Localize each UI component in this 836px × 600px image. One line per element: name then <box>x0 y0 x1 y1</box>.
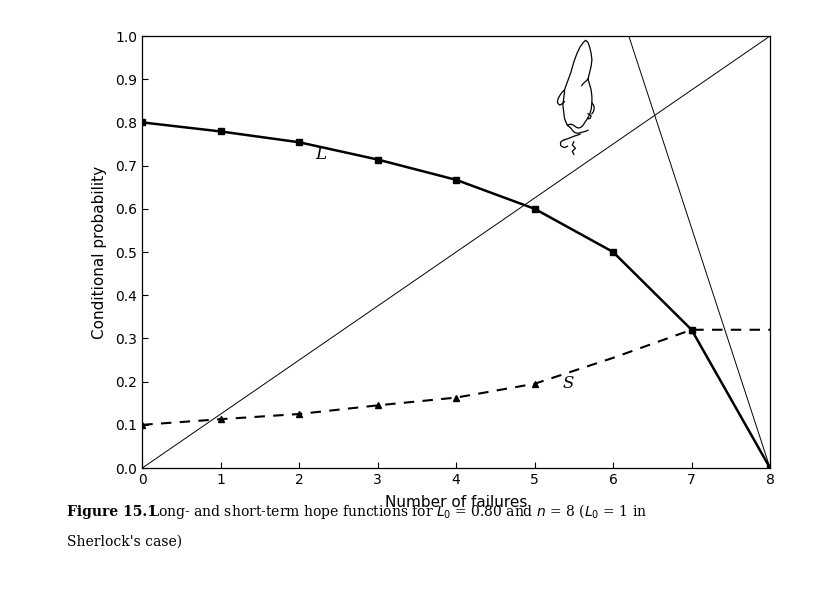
Y-axis label: Conditional probability: Conditional probability <box>92 166 107 338</box>
Text: Long- and short-term hope functions for $L_0$ = 0.80 and $n$ = 8 ($L_0$ = 1 in: Long- and short-term hope functions for … <box>149 502 646 521</box>
Text: L: L <box>314 146 325 163</box>
X-axis label: Number of failures: Number of failures <box>385 495 527 510</box>
Text: S: S <box>562 375 573 392</box>
Text: Sherlock's case): Sherlock's case) <box>67 535 182 549</box>
Text: Figure 15.1: Figure 15.1 <box>67 505 157 519</box>
